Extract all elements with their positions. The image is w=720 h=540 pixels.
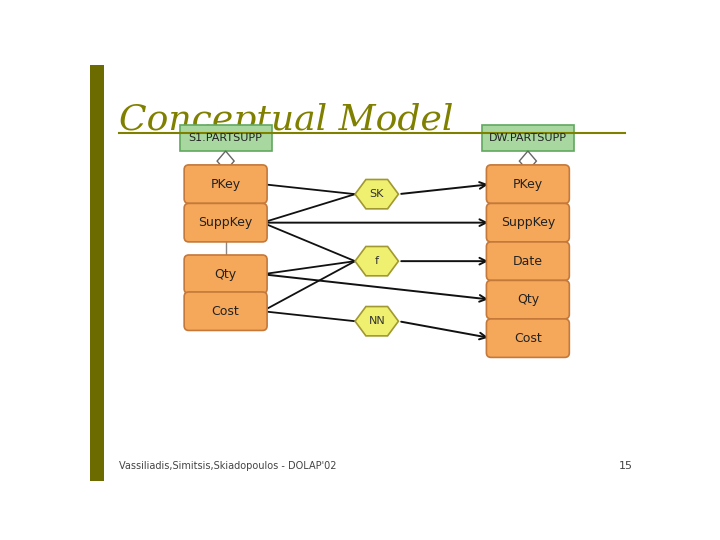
Polygon shape: [355, 246, 398, 276]
FancyBboxPatch shape: [179, 125, 271, 151]
Text: PKey: PKey: [513, 178, 543, 191]
FancyBboxPatch shape: [184, 204, 267, 242]
Text: SuppKey: SuppKey: [500, 216, 555, 229]
Bar: [90, 65, 104, 481]
Text: DW.PARTSUPP: DW.PARTSUPP: [489, 133, 567, 143]
FancyBboxPatch shape: [184, 255, 267, 294]
Text: Vassiliadis,Simitsis,Skiadopoulos - DOLAP'02: Vassiliadis,Simitsis,Skiadopoulos - DOLA…: [120, 461, 337, 471]
Polygon shape: [217, 151, 234, 171]
FancyBboxPatch shape: [482, 125, 574, 151]
Text: Conceptual Model: Conceptual Model: [120, 103, 454, 137]
FancyBboxPatch shape: [487, 165, 570, 204]
Polygon shape: [355, 307, 398, 336]
Text: Date: Date: [513, 255, 543, 268]
FancyBboxPatch shape: [184, 165, 267, 204]
FancyBboxPatch shape: [487, 204, 570, 242]
Text: 15: 15: [618, 461, 632, 471]
Text: Cost: Cost: [212, 305, 240, 318]
Polygon shape: [355, 179, 398, 209]
FancyBboxPatch shape: [487, 319, 570, 357]
Text: f: f: [374, 256, 379, 266]
FancyBboxPatch shape: [184, 292, 267, 330]
Text: S1.PARTSUPP: S1.PARTSUPP: [189, 133, 263, 143]
FancyBboxPatch shape: [487, 242, 570, 280]
Text: NN: NN: [369, 316, 385, 326]
Text: SK: SK: [369, 189, 384, 199]
Text: Cost: Cost: [514, 332, 541, 345]
Text: Qty: Qty: [517, 293, 539, 306]
Polygon shape: [519, 151, 536, 171]
Text: SuppKey: SuppKey: [199, 216, 253, 229]
FancyBboxPatch shape: [487, 280, 570, 319]
Text: PKey: PKey: [210, 178, 240, 191]
Text: Qty: Qty: [215, 268, 237, 281]
